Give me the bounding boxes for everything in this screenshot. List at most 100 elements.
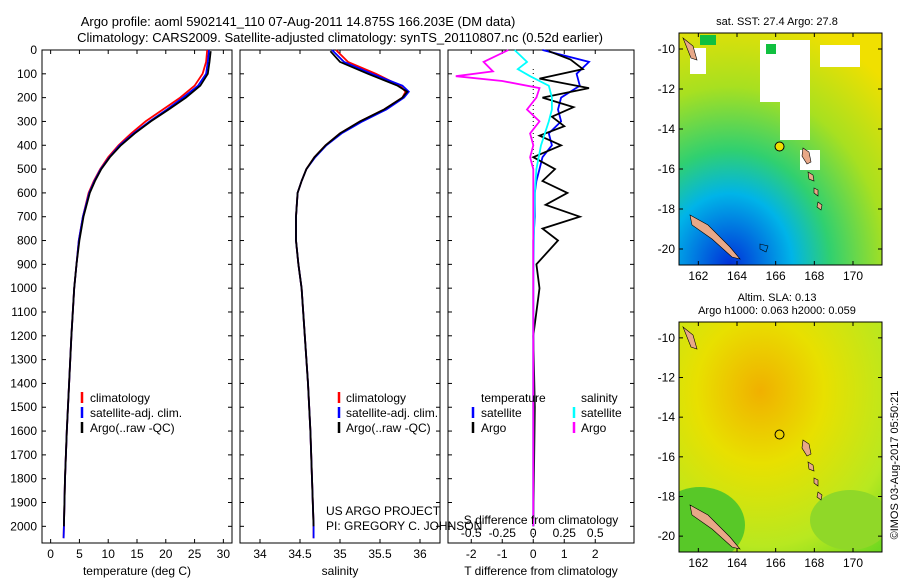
map-y-tick-label: -20: [658, 529, 676, 543]
series-line-argo-raw-qc-: [63, 51, 212, 527]
x-tick-label: 0: [47, 547, 54, 561]
sst-map-frame: [678, 32, 883, 266]
map-y-tick-label: -10: [658, 331, 676, 345]
y-tick-label: 800: [17, 234, 37, 248]
y-tick-label: 2000: [10, 519, 37, 533]
island: [689, 214, 741, 260]
legend-label-satellite: satellite-adj. clim.: [346, 406, 438, 420]
sst-patch: [766, 44, 776, 54]
sla-map-frame: [678, 321, 883, 553]
x-tick-label: 5: [76, 547, 83, 561]
y-tick-label: 1200: [10, 329, 37, 343]
map-y-tick-label: -18: [658, 489, 676, 503]
y-tick-label: 1600: [10, 424, 37, 438]
temperature-chart: 0 5 10 15 20 25 300100200300400500600700800900…: [10, 43, 232, 561]
argo-location-marker: [774, 429, 785, 440]
y-tick-label: 500: [17, 162, 37, 176]
difference-panel: [447, 49, 635, 544]
temperature-legend: climatology satellite-adj. clim. Argo(..…: [80, 391, 182, 435]
legend-label-satellite: satellite-adj. clim.: [90, 406, 182, 420]
sla-map: [679, 322, 882, 552]
legend-title-salinity: salinity: [581, 391, 618, 405]
y-tick-label: 200: [17, 91, 37, 105]
cloud-mask: [820, 45, 860, 67]
map-y-tick-label: -16: [658, 450, 676, 464]
x-tick-label: -2: [466, 547, 477, 561]
map-y-tick-label: -14: [658, 410, 676, 424]
temperature-xlabel: temperature (deg C): [83, 564, 191, 578]
map-x-tick-label: 162: [688, 556, 708, 570]
y-tick-label: 1000: [10, 281, 37, 295]
legend-title-temperature: temperature: [481, 391, 546, 405]
salinity-panel: [239, 49, 441, 544]
sla-map-title-2: Argo h1000: 0.063 h2000: 0.059: [698, 305, 856, 317]
legend-label-t-argo: Argo: [481, 421, 507, 435]
map-x-tick-label: 164: [727, 269, 747, 283]
x-tick-label-salinity: 0.5: [587, 526, 604, 540]
legend-label-t-satellite: satellite: [481, 406, 522, 420]
salinity-legend: climatology satellite-adj. clim. Argo(..…: [337, 391, 438, 435]
island: [807, 461, 815, 472]
y-tick-label: 1500: [10, 400, 37, 414]
island: [801, 439, 812, 457]
island: [813, 477, 819, 487]
x-tick-label: 34: [253, 547, 267, 561]
x-tick-label: 2: [592, 547, 599, 561]
map-y-tick-label: -12: [658, 82, 676, 96]
x-tick-label: 20: [159, 547, 173, 561]
timestamp-label: ©IMOS 03-Aug-2017 05:50:21: [889, 391, 900, 540]
argo-location-marker: [774, 141, 785, 152]
salinity-xlabel: salinity: [322, 564, 359, 578]
y-tick-label: 1700: [10, 448, 37, 462]
x-tick-label: 35.5: [368, 547, 392, 561]
x-tick-label-salinity: 0.25: [553, 526, 577, 540]
cloud-mask: [780, 100, 810, 140]
x-tick-label: 15: [130, 547, 144, 561]
sst-map-title: sat. SST: 27.4 Argo: 27.8: [716, 16, 838, 28]
y-tick-label: 600: [17, 186, 37, 200]
y-tick-label: 400: [17, 138, 37, 152]
x-tick-label-salinity: -0.25: [489, 526, 517, 540]
map-x-tick-label: 162: [688, 269, 708, 283]
map-x-tick-label: 170: [843, 556, 863, 570]
map-y-tick-label: -20: [658, 242, 676, 256]
island: [682, 37, 698, 61]
map-y-tick-label: -18: [658, 202, 676, 216]
sla-map-axes: 162 164 166 168 170 -10 -12 -14 -16 -18 -20: [658, 322, 882, 570]
title-line-2: Climatology: CARS2009. Satellite-adjuste…: [77, 30, 603, 45]
island: [759, 243, 769, 253]
map-y-tick-label: -10: [658, 42, 676, 56]
island: [689, 504, 741, 550]
series-line-t-argo: [531, 50, 590, 527]
y-tick-label: 1900: [10, 496, 37, 510]
temperature-panel: [41, 49, 233, 544]
island: [682, 326, 698, 350]
pi-label: PI: GREGORY C. JOHNSON: [326, 519, 482, 533]
map-x-tick-label: 166: [766, 269, 786, 283]
y-tick-label: 300: [17, 114, 37, 128]
sla-low-region: [810, 490, 882, 550]
legend-label-climatology: climatology: [346, 391, 406, 405]
map-x-tick-label: 166: [766, 556, 786, 570]
legend-label-s-satellite: satellite: [581, 406, 622, 420]
map-x-tick-label: 168: [804, 269, 824, 283]
y-tick-label: 1400: [10, 376, 37, 390]
map-x-tick-label: 170: [843, 269, 863, 283]
island: [816, 491, 823, 501]
island: [807, 171, 815, 182]
series-line-argo-raw-qc-: [295, 50, 409, 527]
x-tick-label: 0: [530, 547, 537, 561]
x-tick-label: 36: [413, 547, 427, 561]
x-tick-label: 25: [188, 547, 202, 561]
island: [813, 187, 819, 197]
legend-label-argo: Argo(..raw -QC): [90, 421, 175, 435]
y-tick-label: 1800: [10, 472, 37, 486]
map-y-tick-label: -14: [658, 122, 676, 136]
x-tick-label-salinity: -0.5: [461, 526, 482, 540]
legend-label-argo: Argo(..raw -QC): [346, 421, 431, 435]
x-tick-label: 1: [561, 547, 568, 561]
y-tick-label: 100: [17, 67, 37, 81]
map-x-tick-label: 164: [727, 556, 747, 570]
map-y-tick-label: -16: [658, 162, 676, 176]
